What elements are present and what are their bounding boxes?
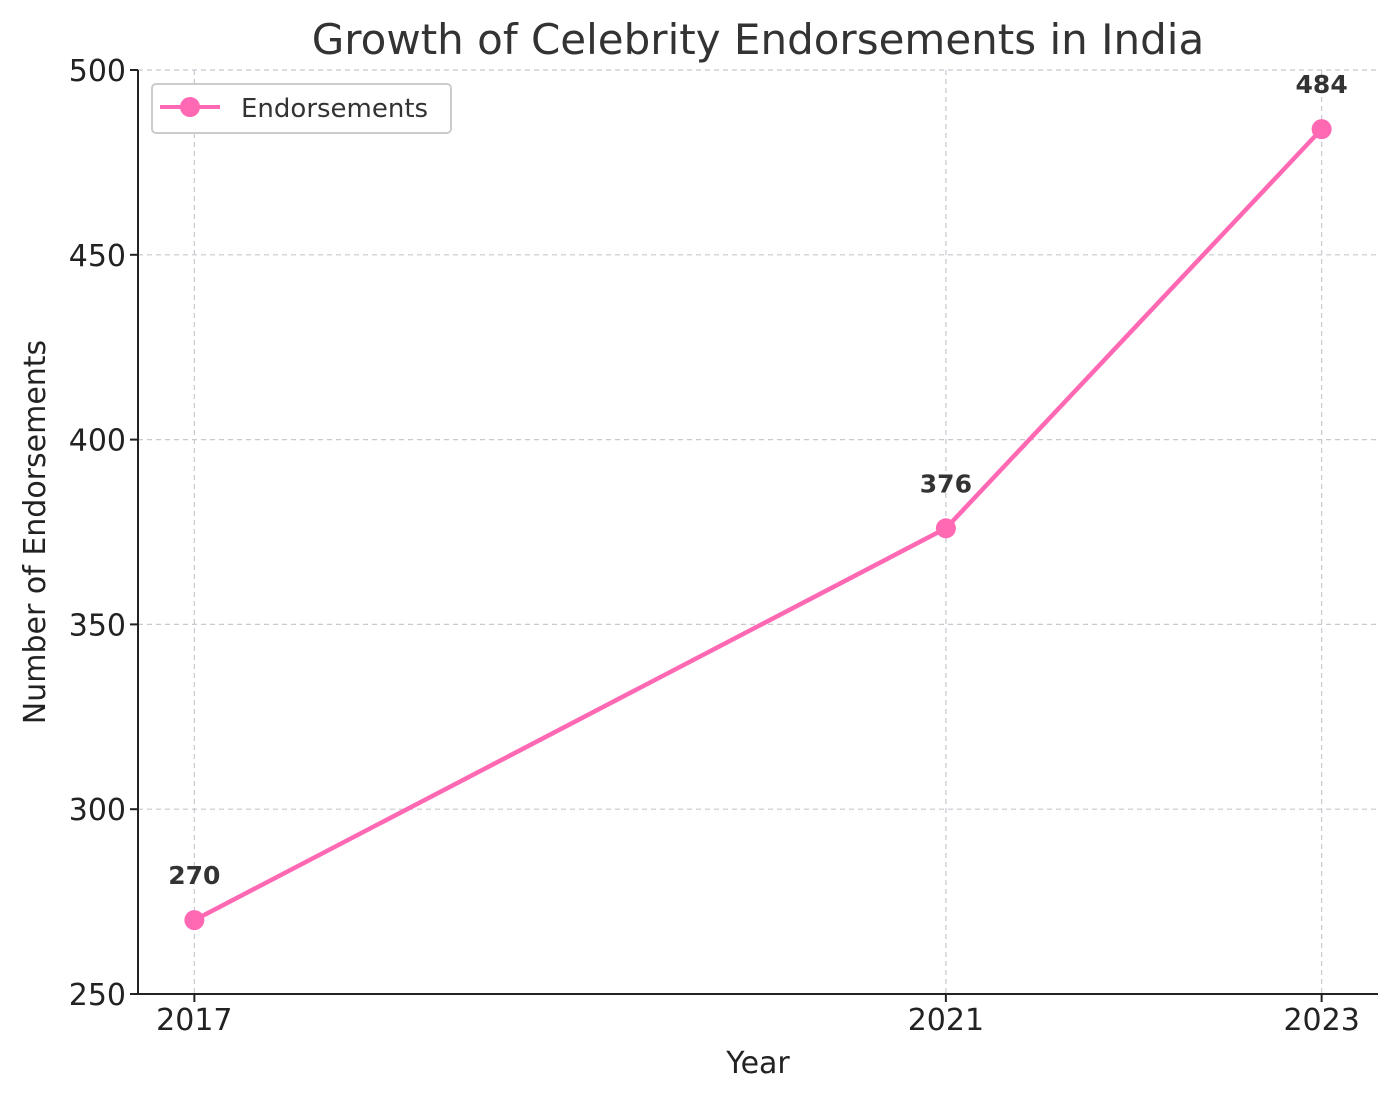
y-tick-label: 250	[69, 978, 126, 1013]
data-point	[1311, 119, 1332, 140]
data-point	[935, 518, 956, 539]
x-tick-label: 2017	[156, 1003, 232, 1038]
line-segment	[943, 126, 1324, 531]
y-tick-label: 450	[69, 239, 126, 274]
chart-title: Growth of Celebrity Endorsements in Indi…	[312, 15, 1204, 64]
y-tick-label: 300	[69, 793, 126, 828]
y-tick-label: 400	[69, 424, 126, 459]
data-label: 270	[168, 861, 220, 890]
data-labels: 270 376 484	[168, 70, 1347, 890]
y-tick-label: 500	[69, 54, 126, 89]
data-point	[184, 910, 205, 931]
data-label: 484	[1296, 70, 1348, 99]
y-axis-label: Number of Endorsements	[18, 340, 53, 724]
legend-frame	[151, 83, 452, 134]
legend-label: Endorsements	[241, 94, 428, 124]
tick-labels: 250 300 350 400 450 500 2017 2021 2023	[69, 54, 1360, 1038]
grid	[138, 69, 1378, 994]
x-axis-label: Year	[725, 1046, 790, 1081]
data-label: 376	[920, 469, 972, 498]
x-tick-label: 2021	[908, 1003, 984, 1038]
legend-marker	[180, 97, 200, 117]
series-endorsements	[184, 119, 1332, 931]
y-tick-label: 350	[69, 608, 126, 643]
axes	[130, 69, 1378, 1002]
line-segment	[192, 526, 949, 923]
legend: Endorsements	[151, 83, 452, 134]
x-tick-label: 2023	[1283, 1003, 1359, 1038]
